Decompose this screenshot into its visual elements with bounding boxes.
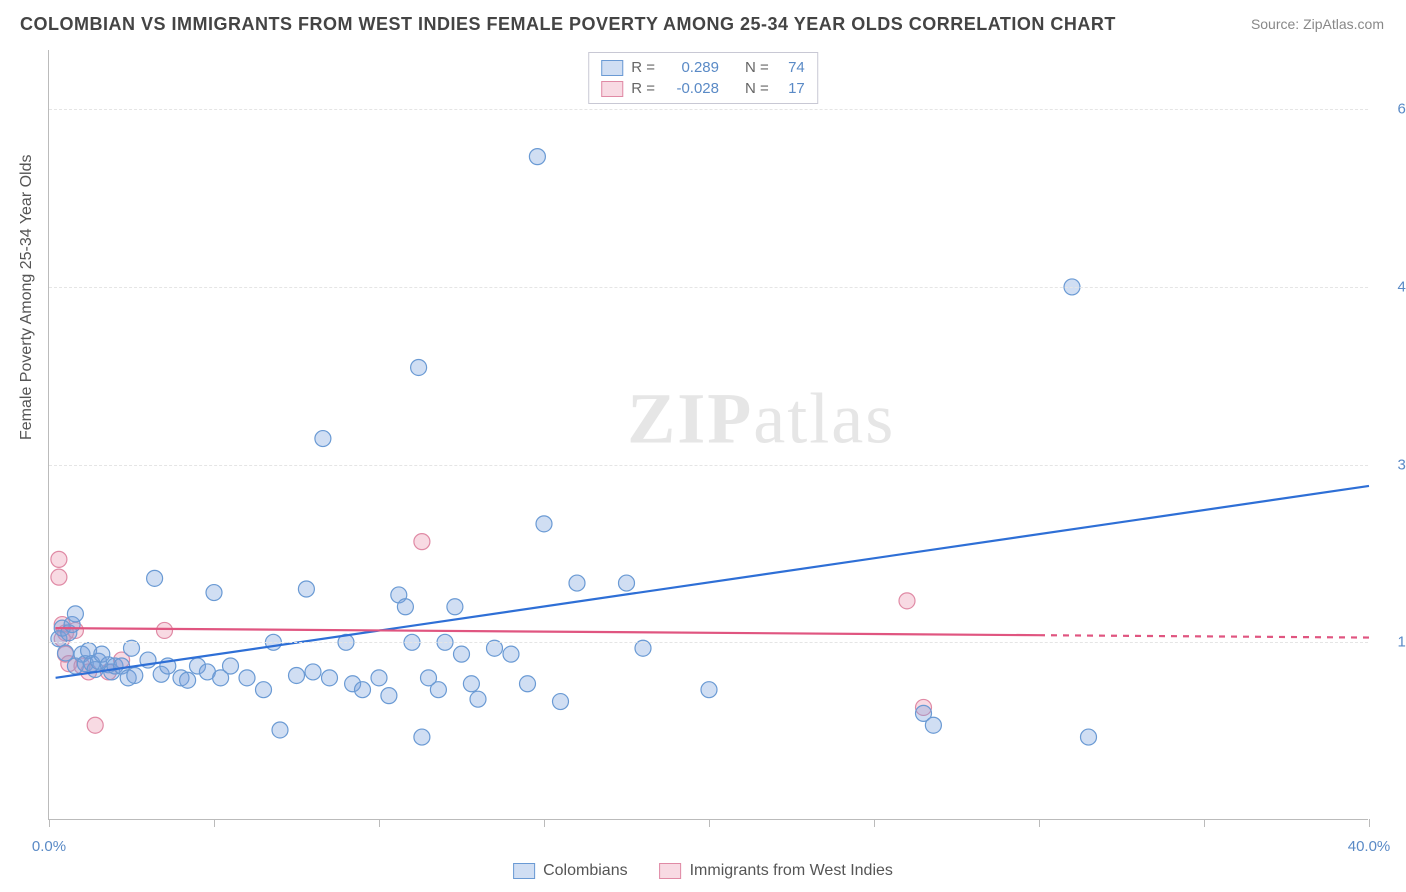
- source-attribution: Source: ZipAtlas.com: [1251, 16, 1384, 32]
- data-point: [414, 729, 430, 745]
- n-value-2: 17: [777, 80, 805, 97]
- gridline-h: [49, 465, 1368, 466]
- data-point: [298, 581, 314, 597]
- data-point: [305, 664, 321, 680]
- legend-correlation: R = 0.289 N = 74 R = -0.028 N = 17: [588, 52, 818, 104]
- chart-title: COLOMBIAN VS IMMIGRANTS FROM WEST INDIES…: [20, 14, 1116, 35]
- x-tick: [49, 819, 50, 827]
- data-point: [256, 682, 272, 698]
- x-tick: [709, 819, 710, 827]
- data-point: [529, 149, 545, 165]
- data-point: [127, 667, 143, 683]
- data-point: [414, 534, 430, 550]
- data-point: [536, 516, 552, 532]
- data-point: [899, 593, 915, 609]
- legend-label-2: Immigrants from West Indies: [690, 862, 893, 880]
- x-tick: [544, 819, 545, 827]
- legend-series: Colombians Immigrants from West Indies: [513, 862, 893, 880]
- swatch-bottom-1: [513, 863, 535, 879]
- data-point: [520, 676, 536, 692]
- x-tick: [379, 819, 380, 827]
- gridline-h: [49, 287, 1368, 288]
- regression-line: [56, 628, 1039, 635]
- data-point: [147, 570, 163, 586]
- x-tick-label: 40.0%: [1348, 838, 1391, 855]
- data-point: [463, 676, 479, 692]
- data-point: [272, 722, 288, 738]
- x-tick: [1204, 819, 1205, 827]
- data-point: [239, 670, 255, 686]
- r-label: R =: [631, 59, 655, 76]
- data-point: [180, 672, 196, 688]
- data-point: [569, 575, 585, 591]
- x-tick: [874, 819, 875, 827]
- data-point: [470, 691, 486, 707]
- data-point: [1081, 729, 1097, 745]
- swatch-series2: [601, 81, 623, 97]
- y-tick-label: 15.0%: [1397, 634, 1406, 651]
- x-tick-label: 0.0%: [32, 838, 66, 855]
- data-point: [430, 682, 446, 698]
- legend-item-1: Colombians: [513, 862, 627, 880]
- swatch-bottom-2: [660, 863, 682, 879]
- r-value-2: -0.028: [663, 80, 719, 97]
- r-value-1: 0.289: [663, 59, 719, 76]
- data-point: [553, 694, 569, 710]
- data-point: [67, 606, 83, 622]
- data-point: [701, 682, 717, 698]
- regression-line-dashed: [1039, 635, 1369, 637]
- y-tick-label: 30.0%: [1397, 456, 1406, 473]
- data-point: [51, 569, 67, 585]
- plot-area: ZIPatlas 15.0%30.0%45.0%60.0%0.0%40.0%: [48, 50, 1368, 820]
- swatch-series1: [601, 60, 623, 76]
- n-value-1: 74: [777, 59, 805, 76]
- data-point: [454, 646, 470, 662]
- data-point: [503, 646, 519, 662]
- data-point: [371, 670, 387, 686]
- data-point: [87, 717, 103, 733]
- data-point: [381, 688, 397, 704]
- data-point: [157, 622, 173, 638]
- data-point: [447, 599, 463, 615]
- data-point: [51, 551, 67, 567]
- data-point: [223, 658, 239, 674]
- y-tick-label: 45.0%: [1397, 278, 1406, 295]
- r-label-2: R =: [631, 80, 655, 97]
- y-axis-label: Female Poverty Among 25-34 Year Olds: [18, 155, 36, 441]
- data-point: [925, 717, 941, 733]
- data-point: [355, 682, 371, 698]
- x-tick: [214, 819, 215, 827]
- data-point: [289, 667, 305, 683]
- chart-svg: [49, 50, 1368, 819]
- regression-line: [56, 486, 1369, 678]
- x-tick: [1369, 819, 1370, 827]
- data-point: [411, 359, 427, 375]
- gridline-h: [49, 109, 1368, 110]
- data-point: [322, 670, 338, 686]
- legend-label-1: Colombians: [543, 862, 627, 880]
- legend-item-2: Immigrants from West Indies: [660, 862, 893, 880]
- n-label-2: N =: [745, 80, 769, 97]
- y-tick-label: 60.0%: [1397, 101, 1406, 118]
- data-point: [397, 599, 413, 615]
- legend-row-series1: R = 0.289 N = 74: [601, 57, 805, 78]
- x-tick: [1039, 819, 1040, 827]
- n-label: N =: [745, 59, 769, 76]
- legend-row-series2: R = -0.028 N = 17: [601, 78, 805, 99]
- gridline-h: [49, 642, 1368, 643]
- data-point: [206, 585, 222, 601]
- data-point: [315, 431, 331, 447]
- data-point: [619, 575, 635, 591]
